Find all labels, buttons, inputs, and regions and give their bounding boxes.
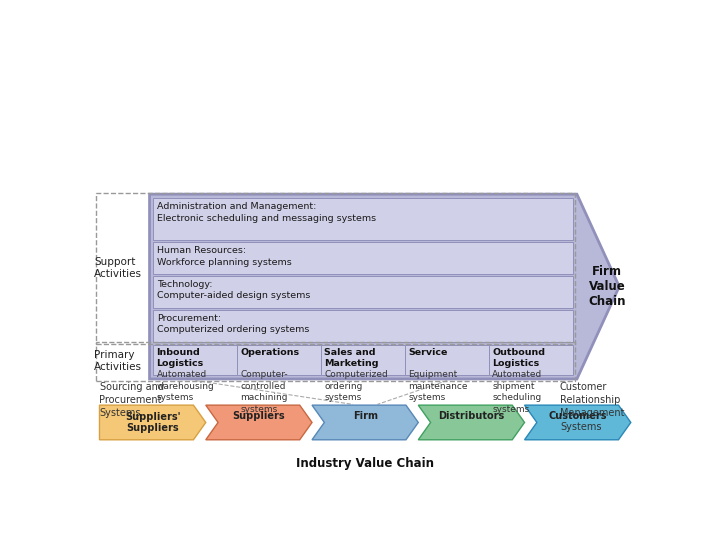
Bar — [238, 345, 321, 375]
Polygon shape — [99, 405, 206, 440]
Text: Procurement:
Computerized ordering systems: Procurement: Computerized ordering syste… — [157, 314, 310, 334]
Text: Suppliers'
Suppliers: Suppliers' Suppliers — [125, 411, 181, 433]
Text: Operations: Operations — [240, 348, 300, 357]
Text: Firm
Value
Chain: Firm Value Chain — [588, 265, 626, 308]
Text: Service: Service — [408, 348, 448, 357]
Bar — [153, 276, 573, 308]
Text: Outbound
Logistics: Outbound Logistics — [492, 348, 545, 368]
Polygon shape — [312, 405, 418, 440]
Text: Support
Activities: Support Activities — [94, 257, 142, 279]
Text: Automated
warehousing
systems: Automated warehousing systems — [156, 370, 215, 402]
Text: Customers: Customers — [549, 411, 607, 421]
Text: Human Resources:
Workforce planning systems: Human Resources: Workforce planning syst… — [157, 246, 292, 267]
Text: Computer-
controlled
machining
systems: Computer- controlled machining systems — [240, 370, 288, 414]
Text: Inbound
Logistics: Inbound Logistics — [156, 348, 204, 368]
Text: Computerized
ordering
systems: Computerized ordering systems — [324, 370, 388, 402]
Polygon shape — [418, 405, 525, 440]
Bar — [321, 345, 405, 375]
Text: Equipment
maintenance
systems: Equipment maintenance systems — [408, 370, 468, 402]
Text: Sourcing and
Procurement
Systems: Sourcing and Procurement Systems — [99, 382, 163, 418]
Bar — [489, 345, 573, 375]
Text: Firm: Firm — [353, 411, 378, 421]
Text: Industry Value Chain: Industry Value Chain — [296, 457, 434, 470]
Text: Automated
shipment
scheduling
systems: Automated shipment scheduling systems — [492, 370, 542, 414]
Text: Customer
Relationship
Management
Systems: Customer Relationship Management Systems — [560, 382, 624, 431]
Bar — [153, 309, 573, 342]
Bar — [153, 345, 238, 375]
Bar — [153, 242, 573, 274]
Text: Administration and Management:
Electronic scheduling and messaging systems: Administration and Management: Electroni… — [157, 202, 377, 222]
Text: Suppliers: Suppliers — [233, 411, 285, 421]
Bar — [153, 198, 573, 240]
Text: Technology:
Computer-aided design systems: Technology: Computer-aided design system… — [157, 280, 310, 300]
Text: Distributors: Distributors — [438, 411, 505, 421]
Polygon shape — [150, 194, 619, 379]
Bar — [96, 193, 575, 343]
Polygon shape — [525, 405, 631, 440]
Bar — [405, 345, 489, 375]
Text: Primary
Activities: Primary Activities — [94, 350, 142, 372]
Text: Sales and
Marketing: Sales and Marketing — [324, 348, 379, 368]
Bar — [96, 342, 575, 381]
Polygon shape — [206, 405, 312, 440]
